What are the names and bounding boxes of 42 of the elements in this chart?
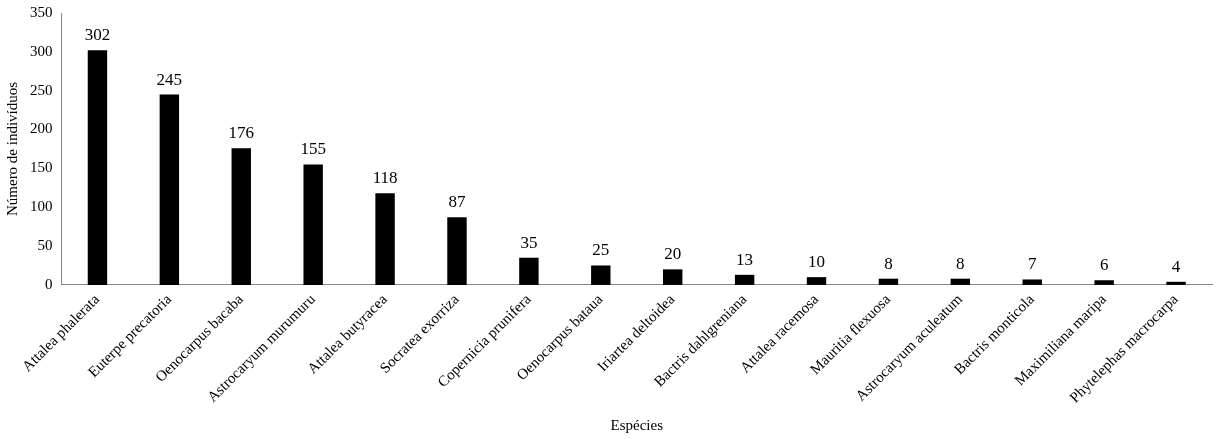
data-label: 20 (664, 244, 682, 264)
y-tick-label: 350 (30, 3, 53, 20)
y-tick-label: 50 (37, 237, 53, 253)
x-axis-title: Espécies (610, 416, 664, 433)
data-label: 6 (1099, 255, 1109, 275)
data-label: 8 (884, 253, 893, 273)
data-label: 245 (156, 69, 183, 89)
bar (663, 269, 683, 285)
bar (1022, 279, 1042, 285)
data-label: 87 (448, 192, 466, 212)
data-label: 118 (372, 168, 398, 188)
bar (950, 278, 971, 285)
data-label: 10 (808, 252, 826, 272)
bar (447, 217, 467, 285)
bar (87, 50, 108, 285)
bar (303, 164, 323, 285)
bar (734, 274, 755, 285)
y-tick-label: 200 (30, 120, 53, 137)
data-label: 7 (1027, 254, 1037, 274)
y-tick-label: 150 (30, 159, 53, 176)
y-tick-label: 100 (30, 198, 53, 215)
data-label: 176 (228, 123, 255, 143)
y-tick-label: 0 (45, 275, 53, 292)
bar (806, 277, 827, 285)
data-label: 4 (1171, 256, 1181, 276)
data-label: 302 (84, 25, 111, 45)
data-label: 35 (520, 232, 538, 252)
bar (231, 148, 251, 285)
bar (375, 193, 395, 285)
y-tick-label: 250 (30, 81, 53, 98)
data-label: 13 (736, 249, 754, 269)
bar (159, 94, 180, 285)
bar (1166, 281, 1186, 285)
bar (878, 278, 899, 285)
bar (591, 265, 611, 285)
bar (1094, 280, 1114, 285)
data-label: 25 (592, 240, 610, 260)
data-label: 8 (956, 253, 965, 273)
bar (519, 257, 539, 285)
y-axis-title: Número de indivíduos (3, 81, 20, 217)
y-tick-label: 300 (30, 42, 53, 59)
data-label: 155 (300, 139, 326, 159)
